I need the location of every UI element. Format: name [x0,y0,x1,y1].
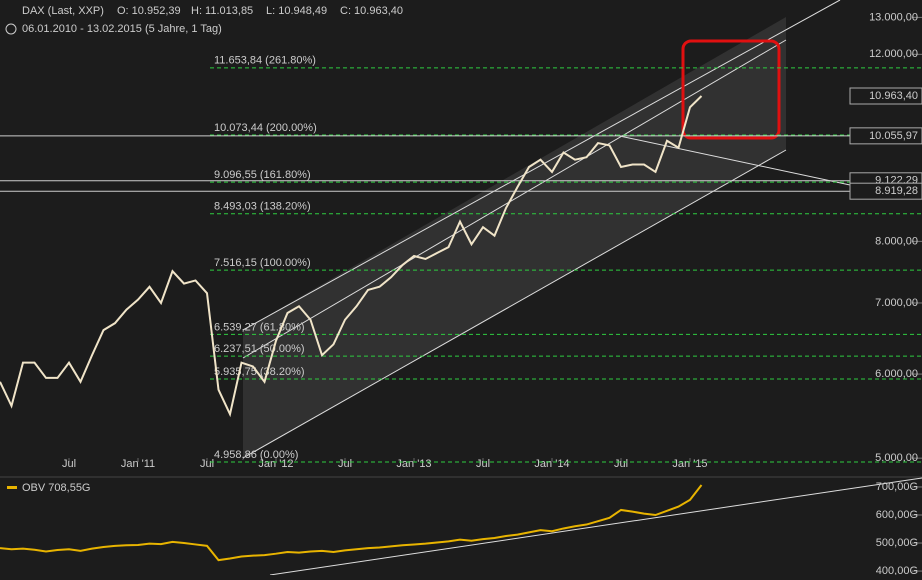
fib-label: 7.516,15 (100.00%) [214,257,311,269]
x-tick-label: Jul [338,458,352,470]
fib-label: 6.237,51 (50.00%) [214,343,305,355]
series-line [0,95,703,418]
price-label-box [849,87,922,105]
low: L: 10.948,49 [266,5,327,17]
y-tick-label: 13.000,00 [869,11,918,23]
x-tick-label: Jan '12 [258,458,293,470]
obv-trend-line [269,477,922,576]
fib-label: 8.493,03 (138.20%) [214,201,311,213]
high: H: 11.013,85 [191,5,253,17]
channel [243,17,786,458]
x-tick-label: Jul [614,458,628,470]
fib-label: 5.935,75 (38.20%) [214,366,305,378]
y-tick-label: 500,00G [876,537,918,549]
price-label: 10.055,97 [869,130,918,142]
y-tick-label: 12.000,00 [869,48,918,60]
price-label: 8.919,28 [875,185,918,197]
fib-label: 6.539,27 (61.80%) [214,321,305,333]
y-tick-label: 8.000,00 [875,235,918,247]
y-tick-label: 700,00G [876,481,918,493]
price-label-box [849,182,922,200]
subtitle: 06.01.2010 - 13.02.2015 (5 Jahre, 1 Tag) [22,23,222,35]
x-tick-label: Jul [476,458,490,470]
fib-label: 11.653,84 (261.80%) [214,55,316,67]
price-label: 10.963,40 [869,90,918,102]
trend-line [614,134,851,186]
highlight-box [681,39,781,140]
x-tick-label: Jan '13 [396,458,431,470]
y-tick-label: 7.000,00 [875,297,918,309]
obv-title: OBV 708,55G [22,482,91,494]
price-label-box [849,127,922,145]
open: O: 10.952,39 [117,5,181,17]
clock-icon [5,23,17,35]
y-tick-label: 600,00G [876,509,918,521]
channel-line [242,149,787,459]
channel-line [242,0,841,331]
x-tick-label: Jul [200,458,214,470]
fib-label: 10.073,44 (200.00%) [214,122,317,134]
close: C: 10.963,40 [340,5,403,17]
x-tick-label: Jan '14 [534,458,569,470]
title: DAX (Last, XXP) [22,5,104,17]
y-tick-label: 5.000,00 [875,452,918,464]
obv-legend-swatch [7,486,17,489]
channel-line [242,39,787,359]
x-tick-label: Jan '15 [672,458,707,470]
x-tick-label: Jul [62,458,76,470]
fib-label: 9.096,55 (161.80%) [214,169,311,181]
y-tick-label: 6.000,00 [875,368,918,380]
y-tick-label: 400,00G [876,565,918,575]
x-tick-label: Jan '11 [121,458,155,470]
series-line [0,484,703,562]
fib-label: 4.958,86 (0.00%) [214,449,298,461]
